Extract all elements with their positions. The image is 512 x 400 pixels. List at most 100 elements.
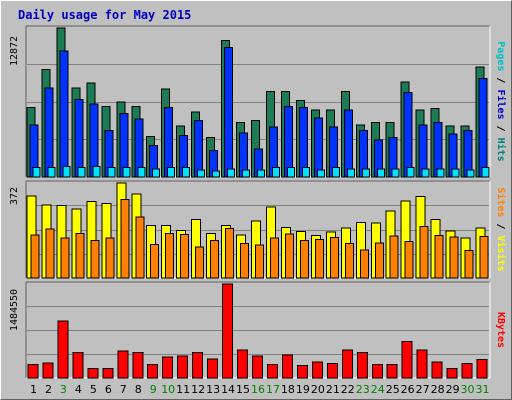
x-tick-label-8: 8 <box>135 383 142 396</box>
x-tick-label-25: 25 <box>386 383 400 396</box>
x-tick-label-2: 2 <box>45 383 52 396</box>
kbytes-bar-29 <box>446 368 458 379</box>
pages-bar-13 <box>212 170 221 178</box>
x-tick-label-6: 6 <box>105 383 112 396</box>
kbytes-bar-7 <box>117 350 129 379</box>
pages-bar-2 <box>47 167 56 178</box>
files-bar-14 <box>224 46 234 178</box>
x-tick-label-9: 9 <box>150 383 157 396</box>
pages-bar-6 <box>107 167 116 178</box>
pages-bar-21 <box>331 167 340 178</box>
files-bar-3 <box>59 50 69 178</box>
files-bar-22 <box>343 109 353 178</box>
kbytes-bar-20 <box>311 361 323 379</box>
x-tick-label-26: 26 <box>401 383 415 396</box>
x-tick-label-10: 10 <box>161 383 175 396</box>
kbytes-panel-ymax-label: 1484550 <box>9 289 20 331</box>
sites-bar-12 <box>195 246 205 279</box>
kbytes-bar-2 <box>42 362 54 379</box>
sites-bar-2 <box>45 228 55 279</box>
files-bar-10 <box>164 107 174 178</box>
hits-panel-legend-part-3: / <box>495 120 506 138</box>
sites-bar-21 <box>329 236 339 279</box>
kbytes-bar-1 <box>27 364 39 379</box>
pages-bar-29 <box>451 168 460 178</box>
x-tick-label-20: 20 <box>311 383 325 396</box>
pages-bar-24 <box>376 168 385 178</box>
kbytes-bar-3 <box>57 320 69 379</box>
sites-bar-10 <box>165 232 175 279</box>
kbytes-bar-21 <box>326 362 338 379</box>
sites-bar-9 <box>150 244 160 279</box>
kbytes-bar-10 <box>162 356 174 379</box>
pages-bar-22 <box>346 168 355 178</box>
visits-panel-legend: Sites / Visits <box>495 187 507 271</box>
pages-bar-4 <box>77 167 86 178</box>
hits-panel-ymax-label: 12872 <box>9 36 20 66</box>
visits-panel-legend-part-0: Sites <box>495 187 507 217</box>
sites-bar-14 <box>225 227 235 279</box>
kbytes-bar-14 <box>222 283 234 379</box>
sites-bar-26 <box>404 240 414 279</box>
x-tick-label-11: 11 <box>176 383 190 396</box>
sites-bar-28 <box>434 235 444 279</box>
visits-panel-legend-part-2: Visits <box>495 236 507 272</box>
pages-bar-31 <box>481 167 490 178</box>
visits-panel-legend-part-1: / <box>495 217 506 235</box>
x-tick-label-7: 7 <box>120 383 127 396</box>
x-tick-label-28: 28 <box>431 383 445 396</box>
kbytes-bar-23 <box>356 352 368 379</box>
sites-bar-23 <box>359 249 369 279</box>
kbytes-panel-legend: KBytes <box>495 312 506 348</box>
sites-bar-31 <box>479 236 489 279</box>
pages-bar-15 <box>242 169 251 178</box>
sites-bar-16 <box>255 244 265 279</box>
x-tick-label-16: 16 <box>251 383 265 396</box>
x-tick-label-5: 5 <box>90 383 97 396</box>
x-tick-label-17: 17 <box>266 383 280 396</box>
sites-bar-27 <box>419 226 429 279</box>
kbytes-bar-31 <box>476 359 488 379</box>
x-tick-label-29: 29 <box>446 383 460 396</box>
sites-bar-18 <box>284 233 294 279</box>
x-tick-label-14: 14 <box>221 383 235 396</box>
sites-bar-19 <box>299 240 309 279</box>
pages-bar-20 <box>316 169 325 178</box>
pages-bar-30 <box>466 169 475 178</box>
sites-bar-25 <box>389 235 399 279</box>
files-bar-31 <box>478 78 488 178</box>
sites-bar-11 <box>180 233 190 279</box>
sites-bar-22 <box>344 243 354 279</box>
sites-bar-15 <box>240 242 250 279</box>
hits-panel-legend: Pages / Files / Hits <box>495 41 507 161</box>
kbytes-bar-12 <box>192 352 204 379</box>
pages-bar-23 <box>361 168 370 178</box>
files-bar-2 <box>44 87 54 178</box>
pages-bar-5 <box>92 166 101 178</box>
kbytes-bar-22 <box>341 349 353 379</box>
hits-panel-legend-part-1: / <box>495 71 506 89</box>
sites-bar-1 <box>30 234 40 279</box>
kbytes-bar-5 <box>87 368 99 379</box>
pages-bar-25 <box>391 168 400 178</box>
hits-panel-legend-part-0: Pages <box>495 41 506 71</box>
x-tick-label-13: 13 <box>206 383 220 396</box>
sites-bar-13 <box>210 240 220 279</box>
kbytes-bar-13 <box>207 358 219 379</box>
pages-bar-9 <box>152 168 161 178</box>
x-tick-label-19: 19 <box>296 383 310 396</box>
pages-bar-18 <box>286 167 295 178</box>
pages-bar-27 <box>421 168 430 178</box>
files-bar-18 <box>283 105 293 178</box>
files-bar-4 <box>74 98 84 178</box>
sites-bar-4 <box>75 233 85 279</box>
sites-bar-6 <box>105 237 115 279</box>
sites-bar-7 <box>120 198 130 279</box>
kbytes-bar-25 <box>386 364 398 379</box>
x-tick-label-12: 12 <box>191 383 205 396</box>
sites-bar-5 <box>90 239 100 279</box>
sites-bar-3 <box>60 237 70 279</box>
x-tick-label-24: 24 <box>371 383 385 396</box>
x-tick-label-15: 15 <box>236 383 250 396</box>
pages-bar-7 <box>122 167 131 178</box>
